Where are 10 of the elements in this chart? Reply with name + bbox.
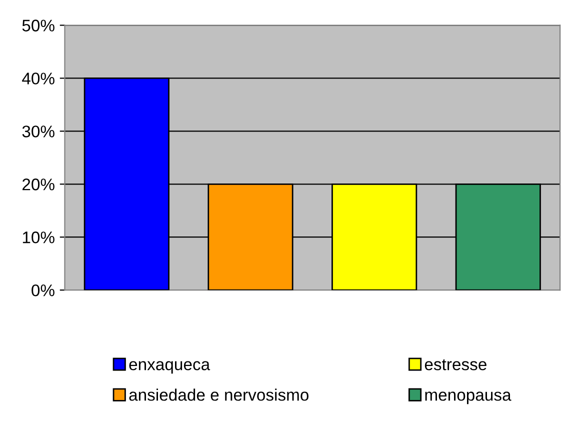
y-tick-label: 0% — [32, 284, 54, 296]
y-tick-label: 30% — [22, 126, 54, 138]
legend-label: estresse — [424, 359, 486, 370]
legend-label: ansiedade e nervosismo — [129, 388, 308, 401]
legend-label: menopausa — [425, 392, 512, 404]
y-tick-label: 20% — [22, 178, 54, 190]
y-tick-label: 50% — [22, 20, 54, 32]
legend-label: enxaqueca — [129, 361, 210, 374]
y-tick-label: 10% — [22, 232, 54, 244]
y-tick-label: 40% — [22, 72, 54, 84]
